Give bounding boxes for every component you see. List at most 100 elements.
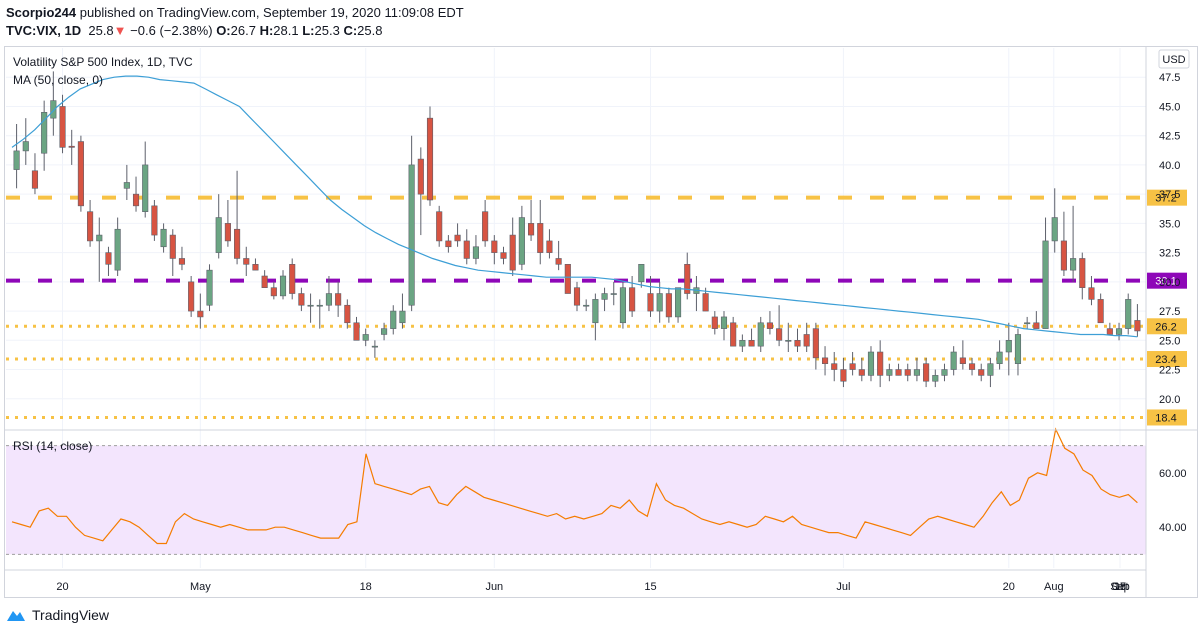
footer-brand[interactable]: TradingView bbox=[32, 607, 110, 623]
level-label: 18.4 bbox=[1155, 412, 1176, 424]
publish-info: published on TradingView.com, September … bbox=[79, 5, 464, 20]
candle-body bbox=[22, 141, 29, 152]
candle-body bbox=[114, 228, 121, 271]
y-tick-label: 20.0 bbox=[1159, 394, 1180, 406]
candle-body bbox=[702, 293, 709, 312]
candle-body bbox=[289, 264, 296, 294]
candle-body bbox=[1033, 322, 1040, 329]
candle-body bbox=[362, 334, 369, 341]
y-tick-label: 32.5 bbox=[1159, 248, 1180, 260]
y-tick-label: 35.0 bbox=[1159, 218, 1180, 230]
candle-body bbox=[647, 293, 654, 312]
candle-body bbox=[426, 117, 434, 201]
candle-body bbox=[886, 369, 893, 376]
high-label: H: bbox=[259, 23, 274, 38]
level-label-box bbox=[1147, 318, 1187, 335]
candle-body bbox=[564, 264, 571, 294]
candle-body bbox=[132, 193, 140, 207]
candle-body bbox=[573, 287, 581, 306]
low-label: L: bbox=[302, 23, 315, 38]
author-name[interactable]: Scorpio244 bbox=[6, 5, 77, 20]
rsi-line bbox=[11, 427, 1138, 545]
currency-button[interactable]: USD bbox=[1162, 54, 1185, 66]
candle-body bbox=[68, 145, 75, 148]
candle-body bbox=[436, 211, 443, 242]
down-arrow-icon: ▼ bbox=[113, 23, 127, 38]
candle-body bbox=[463, 240, 470, 259]
candle-body bbox=[959, 357, 966, 364]
candle-body bbox=[941, 369, 948, 376]
candle-body bbox=[730, 322, 737, 347]
candle-body bbox=[904, 369, 911, 376]
candle-body bbox=[252, 264, 259, 271]
candle-body bbox=[546, 240, 553, 253]
candle-body bbox=[932, 375, 939, 382]
candle-body bbox=[629, 287, 636, 312]
candle-body bbox=[675, 287, 682, 318]
y-tick-label: 27.5 bbox=[1159, 306, 1180, 318]
candle-body bbox=[335, 293, 342, 306]
chart-title: Volatility S&P 500 Index, 1D, TVC bbox=[13, 55, 193, 69]
candle-body bbox=[739, 340, 746, 347]
candle-body bbox=[123, 182, 130, 189]
candle-body bbox=[482, 211, 489, 242]
y-tick-label: 30.0 bbox=[1159, 277, 1180, 289]
candle-body bbox=[454, 234, 461, 242]
level-label-box bbox=[1147, 272, 1187, 289]
candle-body bbox=[472, 246, 479, 259]
candle-body bbox=[169, 234, 176, 259]
candle-body bbox=[831, 363, 838, 370]
candle-body bbox=[592, 299, 599, 324]
candle-body bbox=[215, 217, 222, 253]
candle-body bbox=[812, 328, 819, 359]
candle-body bbox=[1088, 287, 1095, 300]
candle-body bbox=[353, 322, 360, 341]
candle-body bbox=[381, 328, 388, 335]
candle-body bbox=[821, 357, 829, 364]
candle-body bbox=[298, 293, 305, 306]
close-value: 25.8 bbox=[357, 23, 383, 38]
level-label-box bbox=[1147, 351, 1187, 368]
candle-body bbox=[923, 363, 930, 382]
candle-body bbox=[528, 223, 535, 236]
axes: 20.0 22.5 25.0 27.5 30.0 32.5 35.0 37.5 40.0 42.5… bbox=[4, 46, 1198, 598]
footer: TradingView bbox=[6, 607, 109, 623]
candle-body bbox=[720, 316, 728, 329]
candle-body bbox=[840, 369, 847, 382]
candle-body bbox=[1097, 299, 1104, 324]
last-price: 25.8 bbox=[88, 23, 114, 38]
rsi-pane: 40.00 60.00 bbox=[6, 427, 1187, 555]
candle-body bbox=[371, 345, 378, 348]
horizontal-levels: 37.2 30.1 26.2 23.4 18.4 bbox=[6, 189, 1187, 426]
rsi-tick-label: 60.00 bbox=[1159, 468, 1187, 480]
candle-body bbox=[619, 287, 626, 324]
candle-body bbox=[996, 351, 1003, 364]
candle-body bbox=[160, 228, 167, 248]
y-tick-label: 40.0 bbox=[1159, 160, 1180, 172]
candle-body bbox=[877, 351, 884, 376]
candle-body bbox=[13, 150, 20, 170]
low-value: 25.3 bbox=[314, 23, 340, 38]
candle-body bbox=[500, 252, 507, 259]
candle-body bbox=[684, 264, 691, 294]
currency-button-box[interactable] bbox=[1158, 49, 1190, 69]
candle-body bbox=[344, 304, 351, 324]
ma-legend: MA (50, close, 0) bbox=[13, 73, 103, 87]
candle-body bbox=[711, 316, 718, 329]
moving-average bbox=[11, 75, 1138, 338]
candle-body bbox=[50, 100, 57, 119]
candle-body bbox=[1106, 328, 1113, 335]
candle-body bbox=[279, 275, 287, 297]
candle-body bbox=[87, 211, 94, 242]
candle-body bbox=[408, 164, 415, 306]
candle-body bbox=[197, 310, 204, 318]
candle-body bbox=[178, 258, 186, 265]
x-tick-label: 20 bbox=[1003, 581, 1015, 593]
candle-body bbox=[59, 106, 66, 148]
open-value: 26.7 bbox=[230, 23, 256, 38]
candle-body bbox=[188, 281, 195, 312]
x-tick-label: Jun bbox=[485, 581, 503, 593]
candle-body bbox=[96, 234, 103, 242]
y-tick-label: 42.5 bbox=[1159, 131, 1180, 143]
